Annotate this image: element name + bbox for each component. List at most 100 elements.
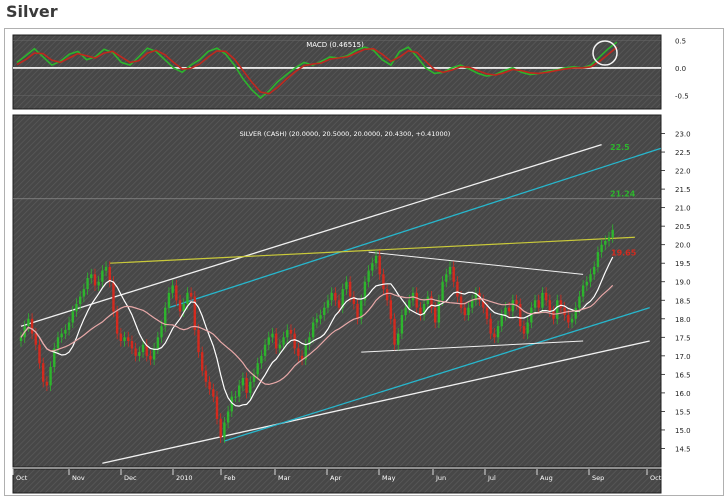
price-y-tick-label: 16.5 [675,371,691,379]
x-axis-tick-label: May [382,474,396,482]
price-bar [319,315,322,319]
price-bar [504,307,507,316]
macd-y-tick-label: 0.5 [675,37,686,45]
price-bar [489,318,492,334]
price-bar [134,348,137,356]
fast-moving-average [20,256,614,407]
price-bar [223,422,226,438]
price-bar [267,337,270,345]
price-bar [304,344,307,360]
price-bar [408,300,411,308]
price-bar [149,355,152,360]
price-bar [27,318,30,327]
price-bar [467,307,470,316]
price-bar [348,281,352,297]
price-plot-area [12,114,662,468]
price-bar [278,344,282,349]
price-bar [308,337,311,345]
price-bar [271,333,274,338]
price-bar [60,333,63,338]
price-bar [323,307,326,316]
price-bar [204,370,208,382]
price-bar [90,274,93,279]
price-bar [101,270,104,282]
price-bar [175,285,178,301]
price-y-tick-label: 15.5 [675,408,691,416]
price-bar [119,333,123,342]
x-axis-tick-label: Mar [278,474,291,482]
price-title: SILVER (CASH) (20.0000, 20.5000, 20.0000… [240,130,451,138]
price-bar [593,266,596,275]
price-bar [167,292,171,308]
x-axis-tick-label: Jun [435,474,446,482]
price-bar [189,292,193,297]
price-bar [19,337,23,342]
price-bar [145,344,148,356]
price-y-tick-label: 18.0 [675,316,691,324]
macd-series-line-1 [16,46,618,95]
price-bar [367,270,370,282]
price-bar [141,344,145,353]
price-bar [474,292,478,301]
price-bar [389,300,393,319]
price-bar [433,307,437,323]
price-bar [459,296,463,308]
price-y-tick-label: 19.0 [675,279,691,287]
price-bar [93,274,97,286]
price-bar [485,307,489,319]
price-y-tick-label: 15.0 [675,427,691,435]
price-y-tick-label: 17.0 [675,353,691,361]
price-bar [426,296,429,304]
price-bar [212,389,215,397]
price-y-tick-label: 21.0 [675,205,691,213]
price-bar [123,337,126,342]
price-bar [286,329,289,338]
price-bar [156,337,160,349]
price-bar [371,263,374,271]
price-bar [397,333,400,345]
price-bar [311,322,315,338]
price-bar [256,363,259,375]
price-bar [138,352,141,356]
price-bar [482,300,485,308]
price-bar [526,322,529,334]
price-bar [345,281,348,290]
chart-frame: MACD (0.46515) 0.5 0.0 -0.5 SILVER (CASH) … [4,28,724,496]
price-bar [352,296,356,304]
lower-cyan-channel-line [224,307,650,442]
level-label: 22.5 [610,143,630,152]
upper-white-channel-line [20,144,602,327]
price-bar [297,348,300,356]
price-bar [604,240,607,245]
price-bar [607,237,611,241]
price-bar [374,255,378,264]
price-bar [53,348,56,367]
price-bar [193,296,197,330]
macd-highlight-circle [592,40,618,66]
price-bar [530,307,533,323]
price-bar [378,255,381,275]
x-axis-tick-label: Dec [124,474,137,482]
price-bar [164,307,167,327]
price-bar [201,352,204,371]
price-bar [49,366,52,386]
price-bar [97,281,100,286]
price-bar [493,333,496,338]
price-bar [337,300,341,308]
price-y-tick-label: 23.0 [675,131,691,139]
price-bar [393,318,396,345]
price-bar [64,329,67,334]
x-axis-tick-label: Jul [487,474,496,482]
price-panel: SILVER (CASH) (20.0000, 20.5000, 20.0000… [12,114,691,468]
triangle-upper-line [368,251,584,275]
price-bar [511,300,515,312]
price-bar [611,229,614,238]
price-bar [104,266,108,271]
price-bar [519,303,522,327]
price-bar [548,300,552,312]
price-bar [45,381,49,386]
x-axis-tick-label: Nov [72,474,85,482]
price-bar [241,378,245,386]
price-bar [30,318,34,334]
price-bar [226,411,230,423]
